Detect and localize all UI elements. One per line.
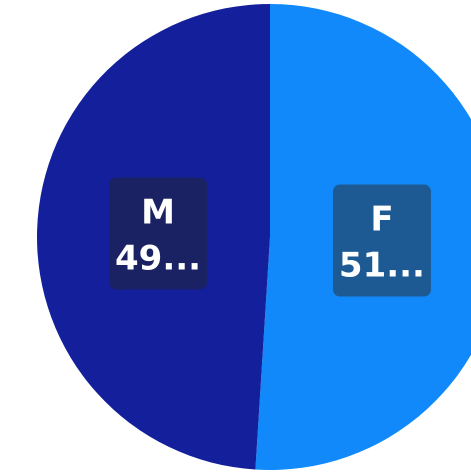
slice-label-f: F 51... [332,184,431,297]
slice-value-label: 51... [339,246,425,286]
pie-labels: F 51... M 49... [109,177,431,297]
slice-category-label: M [141,192,175,232]
slice-label-box [332,184,431,297]
slice-value-label: 49... [115,238,201,278]
slice-label-m: M 49... [109,177,208,290]
slice-category-label: F [370,200,393,240]
slice-label-box [109,177,208,290]
